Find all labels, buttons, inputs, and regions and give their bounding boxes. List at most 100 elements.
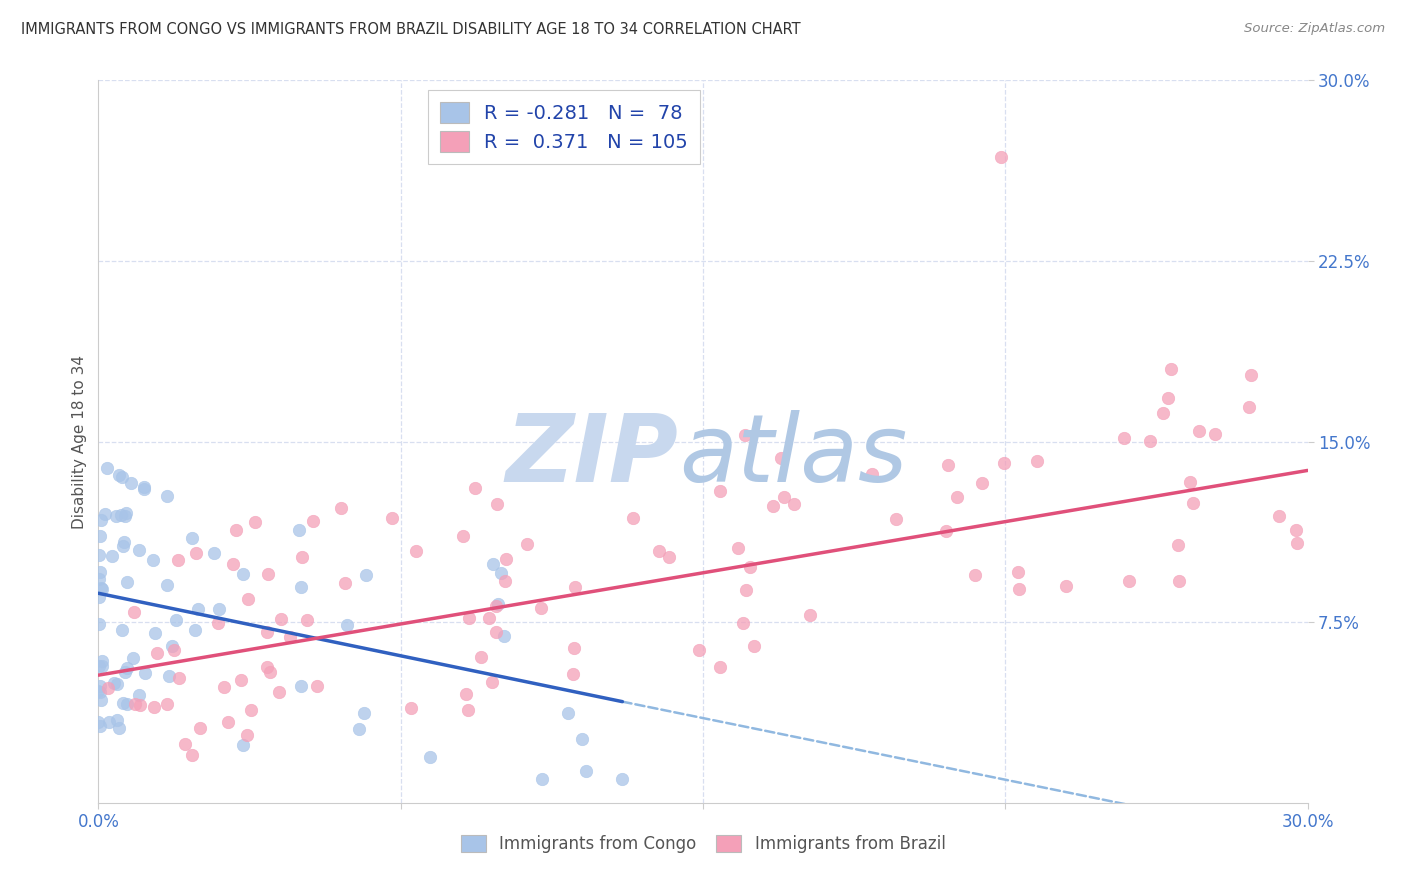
- Text: IMMIGRANTS FROM CONGO VS IMMIGRANTS FROM BRAZIL DISABILITY AGE 18 TO 34 CORRELAT: IMMIGRANTS FROM CONGO VS IMMIGRANTS FROM…: [21, 22, 800, 37]
- Point: [1188, 424, 1211, 438]
- Point: [353, 706, 375, 720]
- Point: [217, 715, 239, 730]
- Point: [87, 658, 110, 673]
- Point: [174, 737, 197, 751]
- Point: [530, 772, 553, 786]
- Point: [256, 624, 278, 639]
- Point: [419, 750, 441, 764]
- Point: [256, 566, 278, 581]
- Point: [169, 672, 191, 686]
- Point: [163, 642, 186, 657]
- Point: [709, 659, 731, 673]
- Point: [103, 675, 125, 690]
- Point: [295, 613, 318, 627]
- Point: [157, 669, 180, 683]
- Point: [799, 607, 821, 622]
- Point: [90, 693, 112, 707]
- Point: [87, 548, 110, 562]
- Point: [180, 748, 202, 763]
- Point: [112, 535, 135, 549]
- Point: [336, 617, 359, 632]
- Point: [128, 543, 150, 558]
- Point: [225, 523, 247, 537]
- Point: [245, 516, 267, 530]
- Point: [727, 541, 749, 555]
- Point: [87, 714, 110, 729]
- Point: [232, 566, 254, 581]
- Point: [993, 456, 1015, 470]
- Point: [160, 640, 183, 654]
- Point: [134, 480, 156, 494]
- Point: [114, 665, 136, 679]
- Legend: Immigrants from Congo, Immigrants from Brazil: Immigrants from Congo, Immigrants from B…: [454, 828, 952, 860]
- Point: [621, 510, 644, 524]
- Point: [104, 508, 127, 523]
- Point: [1167, 574, 1189, 589]
- Point: [111, 470, 134, 484]
- Point: [214, 680, 236, 694]
- Point: [236, 592, 259, 607]
- Point: [112, 696, 135, 710]
- Point: [302, 514, 325, 528]
- Point: [612, 772, 634, 786]
- Point: [90, 658, 112, 673]
- Point: [648, 544, 671, 558]
- Point: [143, 700, 166, 714]
- Point: [1157, 391, 1180, 405]
- Point: [278, 630, 301, 644]
- Point: [184, 546, 207, 560]
- Point: [1167, 538, 1189, 552]
- Point: [270, 612, 292, 626]
- Point: [333, 576, 356, 591]
- Point: [89, 719, 111, 733]
- Point: [287, 524, 309, 538]
- Point: [146, 646, 169, 660]
- Point: [290, 679, 312, 693]
- Point: [470, 649, 492, 664]
- Point: [94, 508, 117, 522]
- Point: [184, 624, 207, 638]
- Point: [105, 713, 128, 727]
- Point: [330, 501, 353, 516]
- Point: [458, 611, 481, 625]
- Point: [129, 698, 152, 712]
- Point: [96, 460, 118, 475]
- Point: [117, 574, 139, 589]
- Point: [1118, 574, 1140, 588]
- Point: [935, 524, 957, 538]
- Point: [91, 582, 114, 596]
- Point: [90, 653, 112, 667]
- Point: [108, 467, 131, 482]
- Point: [965, 568, 987, 582]
- Point: [188, 721, 211, 735]
- Point: [259, 665, 281, 679]
- Point: [1139, 434, 1161, 448]
- Point: [134, 482, 156, 496]
- Point: [990, 150, 1012, 164]
- Point: [562, 640, 585, 655]
- Point: [1268, 509, 1291, 524]
- Point: [87, 572, 110, 586]
- Point: [166, 553, 188, 567]
- Point: [89, 529, 111, 543]
- Point: [134, 665, 156, 680]
- Point: [112, 539, 135, 553]
- Point: [236, 728, 259, 742]
- Point: [222, 558, 245, 572]
- Point: [457, 703, 479, 717]
- Point: [575, 764, 598, 778]
- Point: [571, 732, 593, 747]
- Point: [481, 675, 503, 690]
- Point: [486, 597, 509, 611]
- Point: [688, 642, 710, 657]
- Point: [180, 531, 202, 545]
- Point: [97, 715, 120, 730]
- Point: [557, 706, 579, 721]
- Point: [464, 481, 486, 495]
- Point: [1237, 400, 1260, 414]
- Point: [562, 666, 585, 681]
- Point: [110, 508, 132, 523]
- Point: [1178, 475, 1201, 489]
- Point: [128, 688, 150, 702]
- Point: [1160, 362, 1182, 376]
